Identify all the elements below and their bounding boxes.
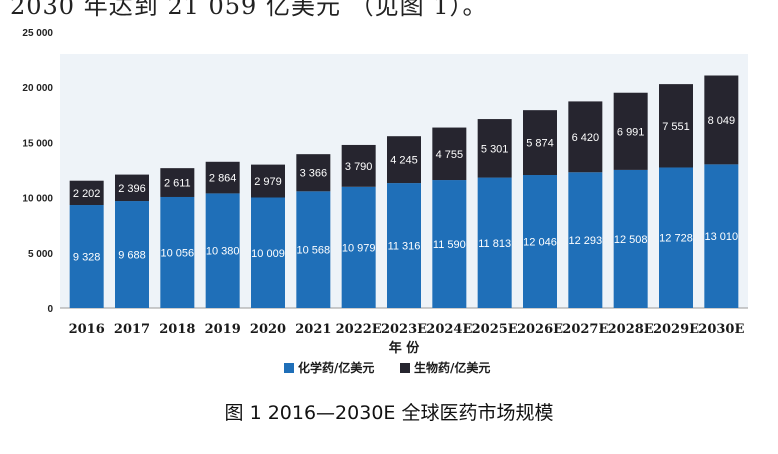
bar-chemical-2030E: [704, 164, 739, 308]
x-tick-label: 2025E: [472, 322, 518, 337]
data-label-bio: 2 611: [164, 178, 191, 190]
bar-chemical-2022E: [341, 186, 376, 308]
data-label-bio: 4 755: [436, 149, 464, 161]
bar-chemical-2018: [160, 196, 195, 308]
x-tick-label: 2030E: [698, 322, 744, 337]
x-tick-label: 2023E: [381, 322, 427, 337]
bar-bio-2026E: [523, 110, 557, 176]
x-tick-label: 2017: [114, 322, 150, 337]
bar-chemical-2019: [205, 193, 240, 308]
data-label-bio: 2 396: [118, 183, 146, 195]
data-label-bio: 2 202: [73, 188, 101, 200]
x-tick-label: 2028E: [608, 322, 654, 337]
bar-chemical-2029E: [659, 167, 693, 308]
x-tick-label: 2016: [69, 322, 105, 337]
data-label-chemical: 9 688: [118, 250, 146, 262]
x-tick-label: 2024E: [426, 322, 472, 337]
x-tick-label: 2020: [250, 322, 286, 337]
data-label-bio: 8 049: [708, 115, 736, 127]
y-tick-label: 5 000: [28, 249, 53, 260]
data-label-bio: 5 874: [526, 138, 554, 150]
data-label-chemical: 10 568: [297, 245, 331, 257]
bar-chemical-2024E: [432, 180, 467, 308]
data-label-chemical: 12 046: [523, 237, 557, 249]
bar-chemical-2016: [69, 205, 104, 308]
bar-bio-2028E: [613, 92, 648, 170]
legend-label-bio: 生物药/亿美元: [414, 360, 490, 375]
bar-bio-2019: [205, 161, 240, 194]
data-label-chemical: 10 979: [342, 242, 376, 254]
y-tick-label: 25 000: [22, 28, 53, 39]
data-label-bio: 4 245: [390, 155, 418, 167]
data-label-bio: 5 301: [481, 143, 509, 155]
bar-bio-2022E: [341, 144, 376, 187]
data-label-bio: 3 790: [345, 161, 373, 173]
data-label-bio: 6 991: [617, 126, 645, 138]
bar-chemical-2027E: [568, 172, 603, 308]
bar-bio-2027E: [568, 101, 603, 173]
y-tick-label: 15 000: [22, 138, 53, 149]
data-label-bio: 7 551: [662, 121, 690, 133]
x-tick-label: 2019: [205, 322, 241, 337]
body-text-top: 2030 年达到 21 059 亿美元 （见图 1）。: [10, 0, 488, 20]
data-label-chemical: 12 508: [614, 234, 648, 246]
data-label-chemical: 10 380: [206, 246, 240, 258]
stacked-bar-chart: 0 5 000 10 000 15 000 20 000 25 000 9 328 2 202…: [22, 28, 748, 375]
bar-chemical-2025E: [477, 177, 512, 308]
x-tick-label: 2026E: [517, 322, 563, 337]
data-label-chemical: 11 590: [433, 239, 466, 251]
data-label-chemical: 9 328: [73, 252, 101, 264]
y-tick-label: 20 000: [22, 83, 53, 94]
bar-chemical-2028E: [613, 169, 648, 308]
data-label-chemical: 12 293: [569, 235, 603, 247]
bar-bio-2029E: [659, 84, 693, 168]
bar-bio-2020: [251, 164, 285, 198]
data-label-bio: 2 864: [209, 173, 237, 185]
bar-chemical-2017: [115, 201, 149, 308]
data-label-chemical: 11 316: [388, 241, 421, 253]
data-label-bio: 6 420: [572, 132, 600, 144]
figure-caption: 图 1 2016—2030E 全球医药市场规模: [224, 402, 554, 424]
bar-chemical-2023E: [387, 183, 421, 308]
data-label-bio: 2 979: [254, 176, 282, 188]
bar-chemical-2021: [296, 191, 331, 308]
bar-bio-2018: [160, 168, 195, 197]
data-label-chemical: 12 728: [659, 233, 693, 245]
x-tick-label: 2021: [295, 322, 331, 337]
bar-bio-2017: [115, 174, 149, 202]
data-label-chemical: 10 056: [161, 247, 195, 259]
bar-chemical-2026E: [523, 175, 557, 308]
x-axis-title: 年 份: [389, 340, 421, 356]
data-label-chemical: 13 010: [705, 231, 739, 243]
bar-bio-2023E: [387, 136, 421, 184]
legend-swatch-bio: [400, 363, 410, 373]
data-label-bio: 3 366: [300, 168, 328, 180]
legend-label-chemical: 化学药/亿美元: [298, 360, 374, 375]
x-tick-label: 2029E: [653, 322, 699, 337]
x-tick-label: 2018: [159, 322, 195, 337]
bar-chemical-2020: [251, 197, 285, 308]
bar-bio-2021: [296, 154, 331, 192]
bar-bio-2024E: [432, 127, 467, 181]
data-label-chemical: 10 009: [251, 248, 285, 260]
bar-bio-2030E: [704, 75, 739, 165]
bar-bio-2025E: [477, 119, 512, 178]
data-label-chemical: 11 813: [478, 238, 511, 250]
bar-bio-2016: [69, 180, 104, 206]
x-tick-label: 2022E: [336, 322, 382, 337]
y-tick-label: 0: [47, 304, 53, 315]
y-tick-label: 10 000: [22, 194, 53, 205]
x-tick-label: 2027E: [562, 322, 608, 337]
legend-swatch-chemical: [284, 363, 294, 373]
